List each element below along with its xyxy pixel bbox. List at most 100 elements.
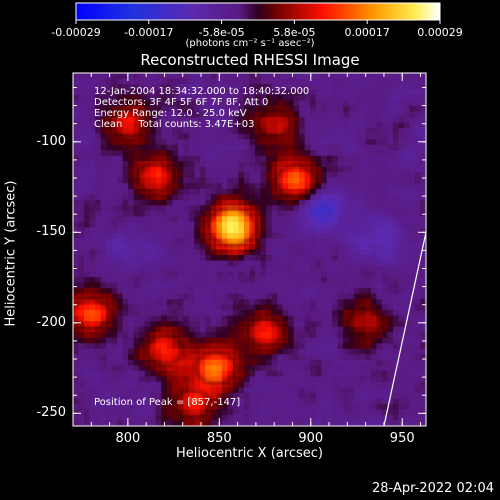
heatmap-cell [376,232,383,239]
heatmap-cell [122,73,129,79]
heatmap-cell [194,78,201,85]
heatmap-cell [139,172,146,179]
heatmap-cell [266,326,272,333]
heatmap-cell [111,238,118,245]
heatmap-cell [232,299,239,306]
heatmap-cell [348,387,355,394]
heatmap-cell [73,370,79,377]
heatmap-cell [376,370,383,377]
heatmap-cell [150,277,157,283]
heatmap-cell [249,293,256,300]
heatmap-cell [326,326,333,333]
heatmap-cell [205,139,212,146]
heatmap-cell [150,238,157,245]
heatmap-cell [392,150,399,157]
heatmap-cell [150,100,157,107]
heatmap-cell [73,255,79,261]
heatmap-cell [232,73,239,79]
heatmap-cell [150,266,157,272]
heatmap-cell [139,326,146,333]
heatmap-cell [299,376,306,383]
heatmap-cell [177,304,184,311]
heatmap-cell [78,332,85,339]
heatmap-cell [332,381,339,388]
heatmap-cell [310,172,317,179]
heatmap-cell [166,403,173,410]
heatmap-cell [304,365,311,372]
heatmap-cell [387,249,394,256]
heatmap-cell [304,133,311,140]
heatmap-cell [183,337,190,344]
heatmap-cell [315,139,322,146]
heatmap-cell [133,288,140,295]
heatmap-cell [100,155,107,162]
heatmap-cell [260,188,267,195]
heatmap-cell [166,370,173,377]
heatmap-cell [166,227,173,234]
heatmap-cell [310,381,317,388]
heatmap-cell [387,387,394,394]
heatmap-cell [232,166,239,173]
heatmap-cell [260,73,267,79]
heatmap-cell [403,376,410,383]
heatmap-cell [260,337,267,344]
heatmap-cell [150,95,157,101]
heatmap-cell [106,238,113,245]
heatmap-cell [403,155,410,162]
heatmap-cell [266,376,272,383]
heatmap-cell [89,111,96,118]
heatmap-cell [409,194,416,201]
heatmap-cell [271,321,278,328]
heatmap-cell [188,337,195,344]
heatmap-cell [359,177,366,184]
heatmap-cell [271,288,278,295]
heatmap-cell [326,128,333,135]
heatmap-cell [365,117,372,124]
heatmap-cell [73,183,79,190]
heatmap-cell [111,128,118,135]
heatmap-cell [139,343,146,350]
heatmap-cell [166,216,173,223]
heatmap-cell [243,310,250,317]
heatmap-cell [299,199,306,206]
heatmap-cell [403,128,410,135]
heatmap-cell [337,227,344,234]
heatmap-cell [205,128,212,135]
heatmap-cell [398,205,405,212]
heatmap-cell [100,144,107,151]
heatmap-cell [183,73,190,79]
heatmap-cell [282,84,289,90]
heatmap-cell [365,133,372,140]
heatmap-cell [398,100,405,107]
heatmap-cell [84,78,90,85]
heatmap-cell [376,359,383,366]
heatmap-cell [387,420,394,426]
heatmap-cell [359,403,366,410]
heatmap-cell [282,106,289,113]
heatmap-cell [255,260,261,267]
heatmap-cell [370,409,377,416]
heatmap-cell [321,310,328,317]
heatmap-cell [260,420,267,426]
heatmap-cell [100,161,107,168]
heatmap-cell [122,210,129,217]
heatmap-cell [210,293,217,300]
heatmap-cell [194,255,201,261]
heatmap-cell [205,78,212,85]
heatmap-cell [255,177,261,184]
heatmap-cell [420,343,426,350]
heatmap-cell [288,403,295,410]
heatmap-cell [128,199,135,206]
heatmap-cell [95,133,101,140]
heatmap-cell [420,95,426,101]
heatmap-cell [111,288,118,295]
heatmap-cell [414,238,421,245]
heatmap-cell [89,304,96,311]
heatmap-cell [392,183,399,190]
heatmap-cell [321,238,328,245]
heatmap-cell [271,243,278,250]
heatmap-cell [73,299,79,306]
heatmap-cell [266,277,272,283]
heatmap-cell [111,271,118,278]
heatmap-cell [310,166,317,173]
